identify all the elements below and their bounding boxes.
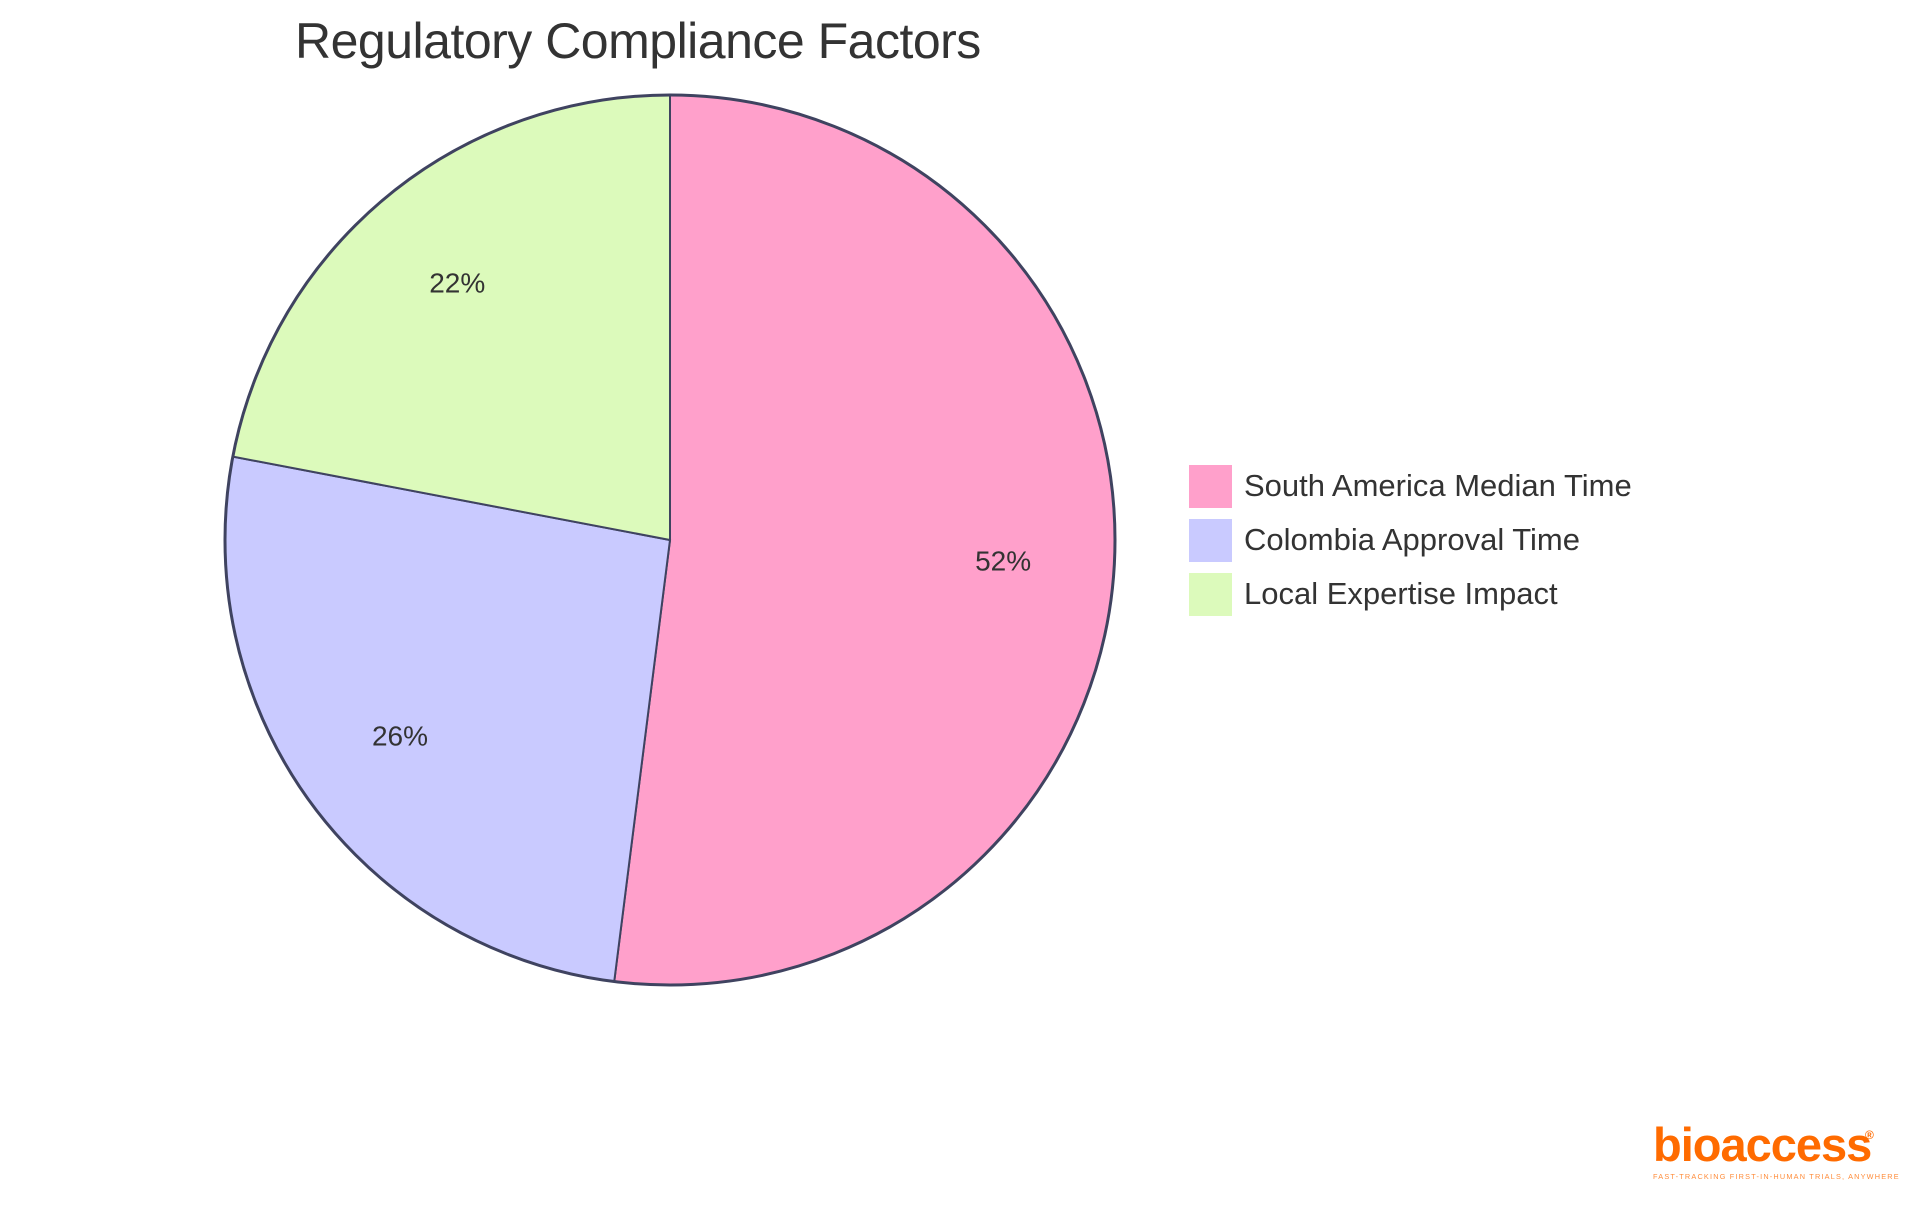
legend-label: Colombia Approval Time xyxy=(1244,522,1580,557)
pie-labels: 52% 26% 22% xyxy=(372,267,1031,751)
logo-tagline: FAST-TRACKING FIRST-IN-HUMAN TRIALS, ANY… xyxy=(1653,1172,1900,1181)
pie-slice-colombia-approval-time[interactable] xyxy=(224,455,672,983)
pie-slices xyxy=(223,93,1117,987)
legend-label: South America Median Time xyxy=(1244,468,1632,503)
slice-percent-label: 22% xyxy=(429,267,485,298)
bioaccess-logo: bioaccess ® FAST-TRACKING FIRST-IN-HUMAN… xyxy=(1653,1118,1900,1181)
legend-item-colombia-approval-time[interactable]: Colombia Approval Time xyxy=(1188,513,1632,567)
legend-item-local-expertise-impact[interactable]: Local Expertise Impact xyxy=(1188,567,1632,621)
legend-label: Local Expertise Impact xyxy=(1244,576,1558,611)
chart-title: Regulatory Compliance Factors xyxy=(295,13,981,69)
slice-percent-label: 52% xyxy=(975,545,1031,576)
legend-swatch xyxy=(1188,463,1233,509)
registered-mark-icon: ® xyxy=(1865,1128,1874,1142)
slice-percent-label: 26% xyxy=(372,721,428,752)
pie-slice-south-america-median-time[interactable] xyxy=(613,93,1116,986)
legend-swatch xyxy=(1188,571,1233,617)
logo-wordmark: bioaccess xyxy=(1653,1118,1872,1171)
pie-outline xyxy=(223,93,1117,987)
legend-swatch xyxy=(1188,517,1233,563)
legend: South America Median Time Colombia Appro… xyxy=(1188,459,1632,621)
legend-item-south-america-median-time[interactable]: South America Median Time xyxy=(1188,459,1632,513)
